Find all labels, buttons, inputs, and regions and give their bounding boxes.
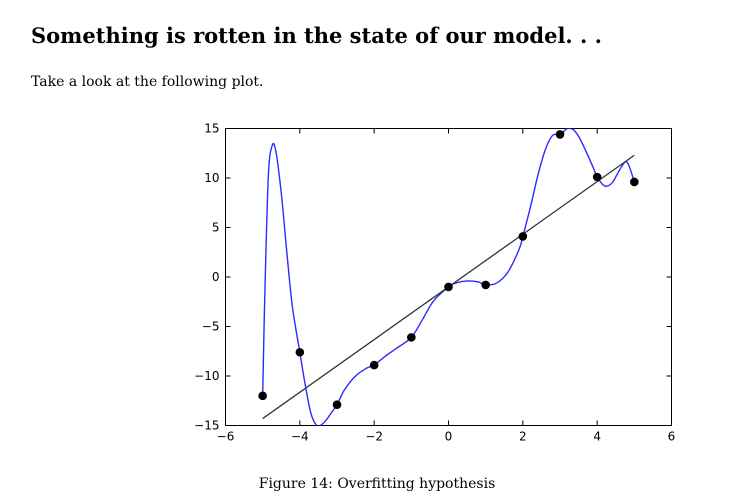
x-tick-label: −4 <box>291 430 309 444</box>
data-point <box>555 130 565 139</box>
y-tick-label: 0 <box>212 270 220 284</box>
x-tick-label: −2 <box>365 430 383 444</box>
x-tick-label: −6 <box>217 430 235 444</box>
data-point <box>630 177 639 187</box>
data-point <box>481 280 490 290</box>
data-point <box>332 400 342 410</box>
y-tick-label: −10 <box>194 369 219 383</box>
y-tick-label: 10 <box>204 171 219 185</box>
figure-caption: Figure 14: Overfitting hypothesis <box>258 476 496 492</box>
plot-frame <box>225 128 672 426</box>
intro-paragraph: Take a look at the following plot. <box>31 74 264 90</box>
x-tick-label: 6 <box>668 430 676 444</box>
section-heading: Something is rotten in the state of our … <box>31 23 602 48</box>
data-point <box>592 172 602 182</box>
data-point <box>444 282 453 292</box>
axis-ticks: −6 −4 −2 0 2 4 6 15 10 5 0 −5 −10 −15 <box>194 122 675 444</box>
x-tick-label: 0 <box>445 430 453 444</box>
y-tick-label: 5 <box>212 221 220 235</box>
data-point <box>518 232 528 241</box>
y-tick-label: −15 <box>194 419 219 433</box>
x-tick-label: 2 <box>519 430 527 444</box>
data-marks <box>258 128 639 426</box>
data-point <box>258 391 267 401</box>
data-point <box>407 333 416 342</box>
y-tick-label: −5 <box>202 320 220 334</box>
data-point <box>369 360 379 370</box>
overfitting-plot: −6 −4 −2 0 2 4 6 15 10 5 0 −5 −10 −15 <box>194 122 675 444</box>
y-tick-label: 15 <box>204 122 219 136</box>
x-tick-label: 4 <box>593 430 601 444</box>
data-point <box>295 347 305 357</box>
